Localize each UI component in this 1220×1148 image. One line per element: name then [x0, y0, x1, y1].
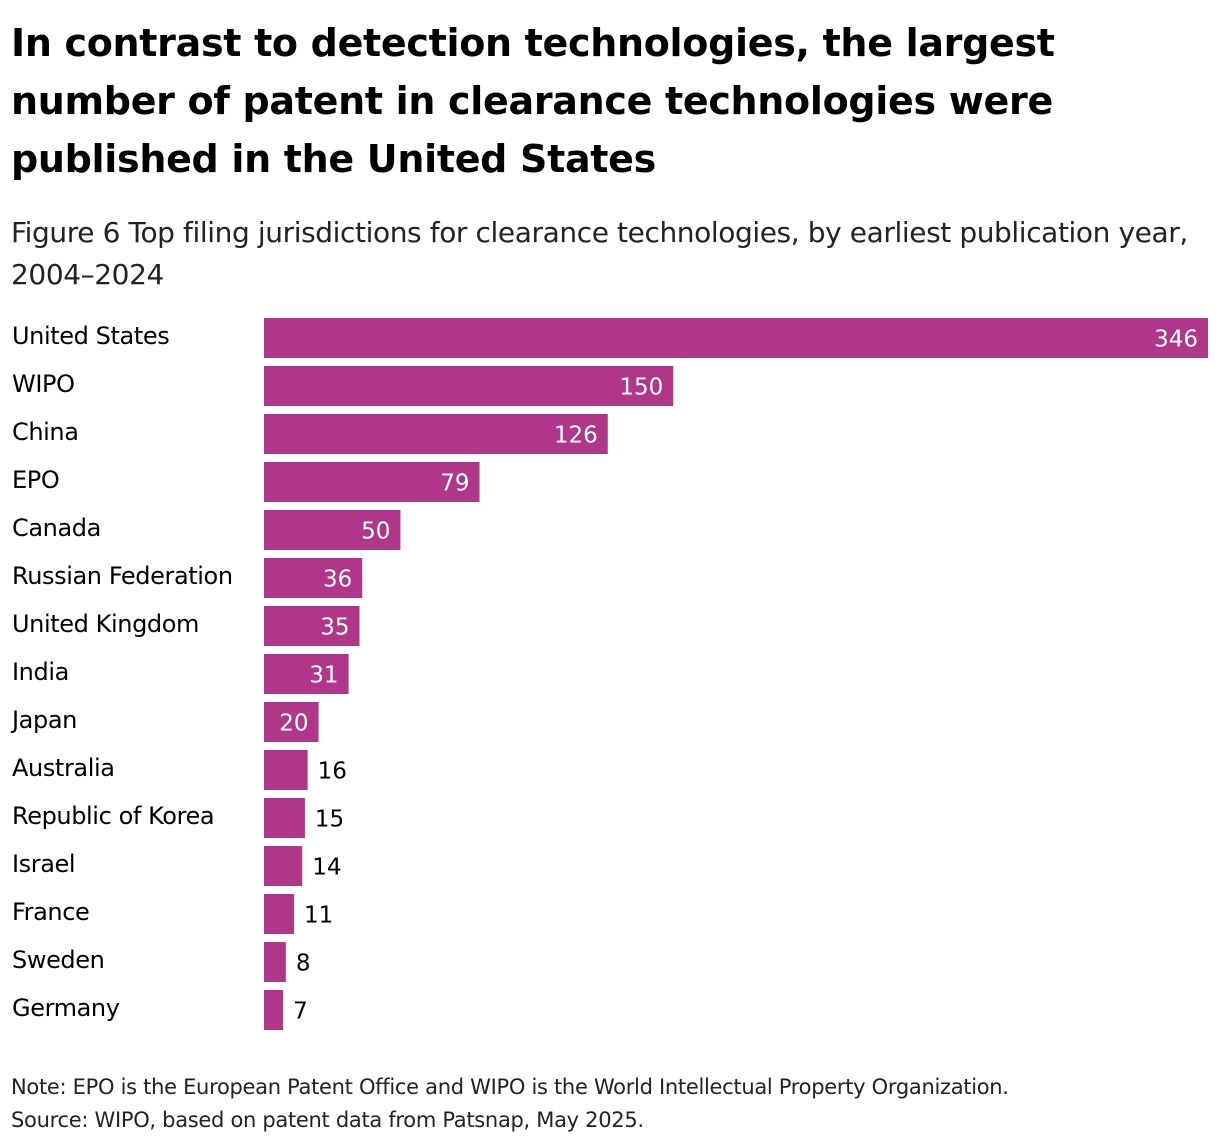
- bar-row: United Kingdom 35: [12, 606, 360, 646]
- bar: [264, 750, 308, 790]
- category-label: Israel: [12, 850, 75, 878]
- category-label: France: [12, 898, 89, 926]
- chart-footnotes: Note: EPO is the European Patent Office …: [11, 1071, 1211, 1137]
- bar-row: Russian Federation 36: [12, 558, 363, 598]
- chart-title: In contrast to detection technologies, t…: [11, 21, 1055, 181]
- bar-value-label: 346: [1154, 327, 1198, 353]
- bar: [264, 558, 363, 598]
- bar-value-label: 126: [554, 423, 598, 449]
- bar: [264, 318, 1208, 358]
- category-label: United Kingdom: [12, 610, 199, 638]
- chart-source: Source: WIPO, based on patent data from …: [11, 1108, 644, 1132]
- bar-row: WIPO 150: [12, 366, 674, 406]
- bar: [264, 942, 286, 982]
- bar-value-label: 16: [318, 759, 347, 785]
- bar-row: Canada 50: [12, 510, 401, 550]
- bar: [264, 990, 284, 1030]
- category-label: India: [12, 658, 69, 686]
- bar-row: United States 346: [12, 318, 1208, 358]
- bar-row: Australia 16: [12, 750, 347, 790]
- bar-row: China 126: [12, 414, 608, 454]
- bar: [264, 798, 305, 838]
- bar: [264, 894, 295, 934]
- bar-value-label: 31: [309, 663, 338, 689]
- bar-value-label: 14: [312, 855, 341, 881]
- bar-value-label: 20: [279, 711, 308, 737]
- category-label: Japan: [10, 706, 77, 734]
- bar-value-label: 11: [304, 903, 333, 929]
- category-label: China: [12, 418, 79, 446]
- category-label: Australia: [12, 754, 115, 782]
- bar-row: Germany 7: [12, 990, 308, 1030]
- bar-row: Republic of Korea 15: [12, 798, 344, 838]
- category-label: WIPO: [12, 370, 75, 398]
- bar: [264, 510, 401, 550]
- bar-chart: United States 346 WIPO 150 China 126 EPO 79 Cana…: [0, 310, 1220, 1040]
- bar-row: EPO 79: [12, 462, 480, 502]
- bar-row: India 31: [12, 654, 349, 694]
- bar-value-label: 8: [296, 951, 311, 977]
- bar-value-label: 7: [293, 999, 308, 1025]
- bar-row: France 11: [12, 894, 333, 934]
- bar: [264, 654, 349, 694]
- category-label: Germany: [12, 994, 120, 1022]
- category-label: Republic of Korea: [12, 802, 214, 830]
- bar-chart-svg: United States 346 WIPO 150 China 126 EPO 79 Cana…: [10, 318, 1208, 1030]
- category-label: United States: [12, 322, 169, 350]
- bar: [264, 462, 480, 502]
- bar-value-label: 15: [315, 807, 344, 833]
- bar: [264, 366, 674, 406]
- bar: [264, 414, 608, 454]
- bar: [264, 606, 360, 646]
- category-label: Russian Federation: [12, 562, 233, 590]
- bar-row: Israel 14: [12, 846, 341, 886]
- category-label: EPO: [12, 466, 59, 494]
- category-label: Canada: [12, 514, 101, 542]
- chart-note: Note: EPO is the European Patent Office …: [11, 1075, 1009, 1099]
- bar-value-label: 50: [361, 519, 390, 545]
- bar: [264, 846, 303, 886]
- bar-row: Japan 20: [10, 702, 319, 742]
- bar-value-label: 150: [619, 375, 663, 401]
- chart-subtitle: Figure 6 Top filing jurisdictions for cl…: [11, 216, 1188, 291]
- category-label: Sweden: [12, 946, 104, 974]
- bar-value-label: 36: [323, 567, 352, 593]
- bar: [264, 702, 319, 742]
- bar-value-label: 79: [440, 471, 469, 497]
- bar-row: Sweden 8: [12, 942, 310, 982]
- bar-value-label: 35: [320, 615, 349, 641]
